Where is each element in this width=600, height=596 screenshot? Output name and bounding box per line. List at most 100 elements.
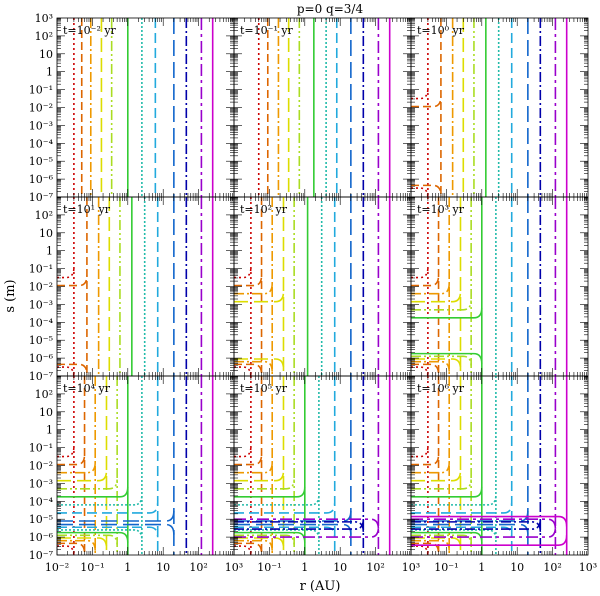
contour-line: [234, 527, 380, 538]
panel-frame: [410, 17, 589, 198]
y-tick-label: 10⁻⁴: [29, 316, 54, 329]
y-tick-label: 10⁻¹: [29, 84, 53, 97]
y-tick-label: 10⁻⁶: [29, 352, 54, 365]
contour-line: [234, 275, 263, 287]
chart-title: p=0 q=3/4: [297, 2, 364, 16]
panel-time-label: t=10² yr: [240, 203, 288, 216]
contour-line: [57, 510, 175, 522]
contour-line: [57, 454, 86, 466]
x-axis-label: r (AU): [300, 579, 341, 594]
contour-line: [411, 529, 497, 540]
y-tick-label: 10⁻⁴: [29, 137, 54, 150]
panel-time-label: t=10⁶ yr: [417, 382, 465, 395]
contour-line: [57, 494, 143, 506]
panel-contours: [57, 376, 214, 555]
contour-line: [234, 521, 365, 532]
contour-line: [57, 462, 97, 474]
x-tick-label: 10³: [225, 561, 243, 574]
contour-line: [234, 502, 336, 514]
contour-line: [234, 486, 306, 498]
y-tick-label: 10⁻²: [29, 460, 53, 473]
panel: t=10¹ yr: [56, 196, 235, 377]
contour-line: [234, 531, 306, 543]
x-tick-label: 10: [510, 561, 524, 574]
contour-line: [411, 515, 568, 527]
y-tick-label: 10: [39, 48, 53, 61]
contour-line: [57, 275, 88, 287]
panel: t=10⁴ yr: [56, 375, 235, 556]
contour-line: [57, 531, 129, 543]
y-tick-label: 10⁻⁵: [29, 155, 53, 168]
contour-line: [57, 529, 143, 540]
contour-line: [57, 523, 175, 535]
contour-line: [411, 291, 462, 303]
panel-time-label: t=10⁻¹ yr: [240, 24, 294, 37]
contour-line: [411, 275, 440, 287]
panel: t=10⁻¹ yr: [233, 17, 412, 198]
y-tick-label: 10³: [35, 12, 53, 25]
y-axis-label: s (m): [3, 279, 18, 312]
contour-line: [57, 545, 75, 555]
panel-contours: [257, 18, 391, 197]
y-tick-label: 10⁻³: [29, 477, 53, 490]
contour-line: [57, 537, 108, 549]
contour-line: [234, 363, 263, 375]
contour-line: [411, 518, 557, 530]
x-tick-label: 10²: [189, 561, 207, 574]
contour-line: [411, 283, 451, 295]
y-tick-label: 10⁻³: [29, 119, 53, 132]
y-tick-label: 10⁻⁷: [29, 191, 54, 204]
x-tick-label: 1: [124, 561, 131, 574]
contour-line: [411, 478, 472, 490]
y-tick-label: 10: [39, 227, 53, 240]
contour-line: [411, 531, 483, 543]
contour-line: [234, 283, 274, 295]
contour-line: [234, 358, 285, 370]
contour-line: [57, 446, 75, 458]
contour-line: [234, 454, 263, 466]
contour-line: [234, 529, 320, 540]
panel-contours: [411, 376, 568, 555]
contour-line: [411, 519, 542, 530]
contour-line: [411, 534, 472, 546]
y-tick-label: 1: [46, 66, 53, 79]
contour-line: [234, 545, 252, 555]
contour-line: [234, 494, 320, 506]
contour-line: [411, 360, 451, 372]
contour-line: [234, 291, 285, 303]
y-tick-label: 1: [46, 245, 53, 258]
y-tick-label: 10⁻²: [29, 281, 53, 294]
panel-time-label: t=10¹ yr: [63, 203, 111, 216]
contour-line: [57, 534, 118, 546]
x-tick-label: 10²: [543, 561, 561, 574]
contour-line: [234, 537, 285, 549]
panel-contours: [234, 376, 391, 555]
panel-frame: [56, 375, 235, 556]
contour-line: [234, 518, 380, 530]
x-tick-label: 10⁻¹: [434, 561, 458, 574]
contour-line: [57, 478, 118, 490]
panel-contours: [73, 18, 214, 197]
contour-line: [57, 363, 88, 375]
panel-frame: [410, 196, 589, 377]
contour-line: [411, 537, 462, 549]
contour-line: [57, 526, 159, 538]
contour-line: [411, 502, 513, 514]
contour-line: [234, 366, 252, 376]
panel-frame: [233, 375, 412, 556]
x-tick-label: 10⁻¹: [257, 561, 281, 574]
panel-time-label: t=10³ yr: [417, 203, 465, 216]
contour-line: [411, 510, 529, 522]
panel: t=10⁵ yr: [233, 375, 412, 556]
contour-line: [234, 534, 295, 546]
y-tick-label: 10⁻¹: [29, 442, 53, 455]
contour-line: [234, 523, 352, 535]
panel-frame: [56, 17, 235, 198]
y-tick-label: 10⁻⁶: [29, 173, 54, 186]
y-tick-label: 10⁻⁵: [29, 513, 53, 526]
contour-line: [411, 352, 483, 364]
y-tick-label: 10²: [35, 30, 53, 43]
contour-line: [411, 535, 568, 546]
panels-layer: t=10⁻² yr t=10⁻¹ yr t=10⁰ yr t=10¹ yr t=10² …: [56, 17, 589, 556]
panel-time-label: t=10⁵ yr: [240, 382, 288, 395]
